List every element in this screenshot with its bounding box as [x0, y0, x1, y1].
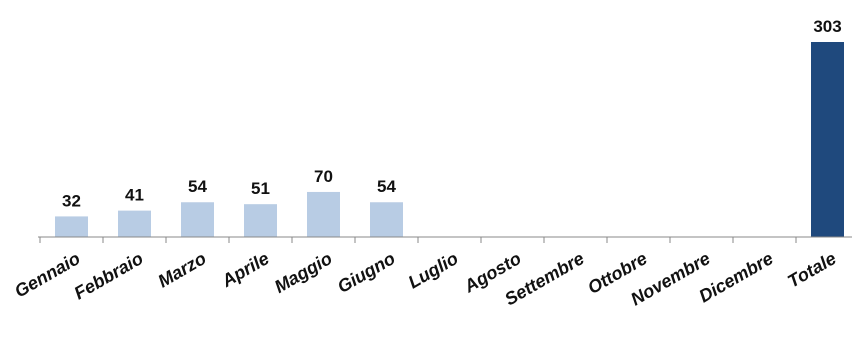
- value-labels-group: 32 41 54 51 70 54 303: [62, 17, 842, 210]
- value-label-gennaio: 32: [62, 191, 81, 210]
- category-label-gennaio: Gennaio: [11, 248, 83, 301]
- value-label-febbraio: 41: [125, 186, 144, 205]
- bar-febbraio: [118, 210, 151, 237]
- value-label-marzo: 54: [188, 177, 207, 196]
- value-label-aprile: 51: [251, 179, 270, 198]
- bars-group: [55, 42, 844, 237]
- bar-totale: [811, 42, 844, 237]
- category-label-luglio: Luglio: [405, 248, 462, 292]
- value-label-maggio: 70: [314, 167, 333, 186]
- category-label-maggio: Maggio: [271, 248, 336, 297]
- category-label-febbraio: Febbraio: [71, 248, 147, 303]
- value-label-giugno: 54: [377, 177, 396, 196]
- bar-aprile: [244, 204, 277, 237]
- category-label-aprile: Aprile: [217, 248, 272, 291]
- bar-marzo: [181, 202, 214, 237]
- x-axis-ticks-group: [39, 237, 797, 243]
- value-label-totale: 303: [813, 17, 841, 36]
- bar-giugno: [370, 202, 403, 237]
- category-label-giugno: Giugno: [334, 248, 399, 297]
- category-label-totale: Totale: [784, 248, 839, 291]
- bar-maggio: [307, 191, 340, 237]
- bar-gennaio: [55, 216, 88, 237]
- category-label-marzo: Marzo: [154, 248, 209, 291]
